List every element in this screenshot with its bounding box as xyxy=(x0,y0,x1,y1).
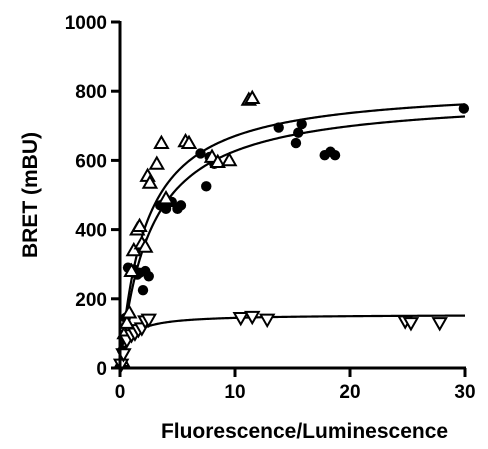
data-point-triangle-up xyxy=(118,314,136,329)
data-point-circle xyxy=(195,148,206,159)
data-point-triangle-down xyxy=(140,313,157,329)
data-point-triangle-up xyxy=(141,174,159,189)
data-point-triangle-up xyxy=(153,134,170,149)
data-point-circle xyxy=(201,181,212,192)
axes: 0 200 400 600 800 1000 0 10 20 30 xyxy=(65,13,476,403)
data-point-triangle-up xyxy=(131,217,148,233)
data-point-circle xyxy=(143,271,154,282)
data-point-triangle-down xyxy=(232,311,249,327)
data-point-triangle-up xyxy=(157,189,175,205)
data-point-triangle-up xyxy=(137,238,154,253)
data-point-triangle-up xyxy=(125,241,143,257)
y-tick-label: 600 xyxy=(75,151,107,172)
data-point-circle xyxy=(329,150,341,161)
data-point-circle xyxy=(273,122,284,133)
data-point-circle xyxy=(293,127,304,138)
data-point-circle xyxy=(175,200,187,211)
fit-curve-2 xyxy=(118,103,466,369)
x-tick-label: 30 xyxy=(454,382,475,403)
y-axis-label: BRET (mBU) xyxy=(19,132,42,258)
data-point-triangle-up xyxy=(123,262,140,277)
fit-curve-1 xyxy=(118,115,466,369)
data-point-triangle-down xyxy=(431,317,448,332)
data-point-triangle-down xyxy=(258,313,276,329)
data-point-triangle-up xyxy=(148,155,166,170)
data-point-triangle-up xyxy=(180,134,198,149)
y-tick-label: 200 xyxy=(75,290,107,311)
y-tick-label: 800 xyxy=(75,82,107,103)
x-axis-label: Fluorescence/Luminescence xyxy=(161,420,448,443)
data-point-circle xyxy=(160,203,172,215)
data-point-circle xyxy=(458,103,470,114)
y-tick-label: 0 xyxy=(96,359,107,380)
y-tick-label: 1000 xyxy=(65,13,107,34)
x-tick-label: 20 xyxy=(339,382,360,403)
data-point-circle xyxy=(290,137,302,149)
x-axis-ticks: 0 10 20 30 xyxy=(115,368,476,403)
data-point-triangle-up xyxy=(244,89,261,104)
x-tick-label: 0 xyxy=(115,382,126,403)
y-tick-label: 400 xyxy=(75,221,107,242)
data-point-circle xyxy=(137,284,149,296)
x-tick-label: 10 xyxy=(224,382,245,403)
data-point-circle xyxy=(296,118,307,130)
data-point-triangle-up xyxy=(221,151,238,167)
data-point-triangle-up xyxy=(209,153,226,169)
data-point-triangle-down xyxy=(244,310,261,326)
data-point-triangle-down xyxy=(402,317,420,332)
data-point-triangle-up xyxy=(120,304,138,319)
y-axis-ticks: 0 200 400 600 800 1000 xyxy=(65,13,120,380)
data-points xyxy=(112,89,470,374)
